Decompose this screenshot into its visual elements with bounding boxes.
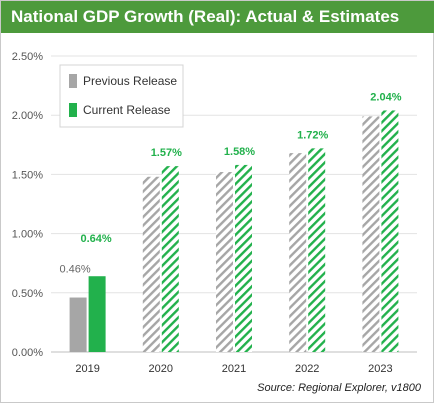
y-tick-label: 0.50% [12, 288, 43, 300]
y-tick-label: 1.00% [12, 229, 43, 241]
bar-previous-2019 [69, 297, 87, 352]
x-tick-label: 2023 [368, 363, 392, 375]
x-tick-label: 2021 [222, 363, 246, 375]
legend: Previous Release Current Release [59, 64, 184, 128]
title-bar: National GDP Growth (Real): Actual & Est… [1, 1, 434, 33]
data-label-previous-2019: 0.46% [59, 264, 90, 276]
bar-previous-2023 [362, 116, 380, 352]
data-label-current-2023: 2.04% [370, 91, 401, 103]
source-note: Source: Regional Explorer, v1800 [257, 382, 421, 394]
y-tick-label: 1.50% [12, 169, 43, 181]
legend-label: Current Release [83, 103, 171, 117]
y-tick-label: 2.50% [12, 51, 43, 63]
legend-box [59, 64, 184, 128]
y-tick-label: 2.00% [12, 110, 43, 122]
bar-previous-2022 [289, 153, 307, 352]
x-tick-label: 2020 [149, 363, 173, 375]
legend-swatch [69, 103, 77, 117]
bar-previous-2021 [216, 172, 233, 352]
bar-current-2020 [161, 166, 179, 352]
y-tick-label: 0.00% [12, 347, 43, 359]
bar-current-2023 [381, 110, 399, 353]
data-label-current-2021: 1.58% [224, 146, 255, 158]
bar-current-2021 [235, 164, 252, 352]
x-tick-label: 2022 [295, 363, 319, 375]
bar-current-2019 [88, 276, 106, 352]
bar-previous-2020 [142, 176, 160, 352]
x-tick-label: 2019 [75, 363, 99, 375]
data-label-current-2020: 1.57% [151, 147, 182, 159]
bar-current-2022 [308, 148, 326, 352]
data-label-current-2022: 1.72% [297, 129, 328, 141]
legend-swatch [69, 74, 77, 88]
data-label-current-2019: 0.64% [80, 233, 111, 245]
chart-title: National GDP Growth (Real): Actual & Est… [11, 7, 400, 26]
legend-label: Previous Release [83, 74, 177, 88]
